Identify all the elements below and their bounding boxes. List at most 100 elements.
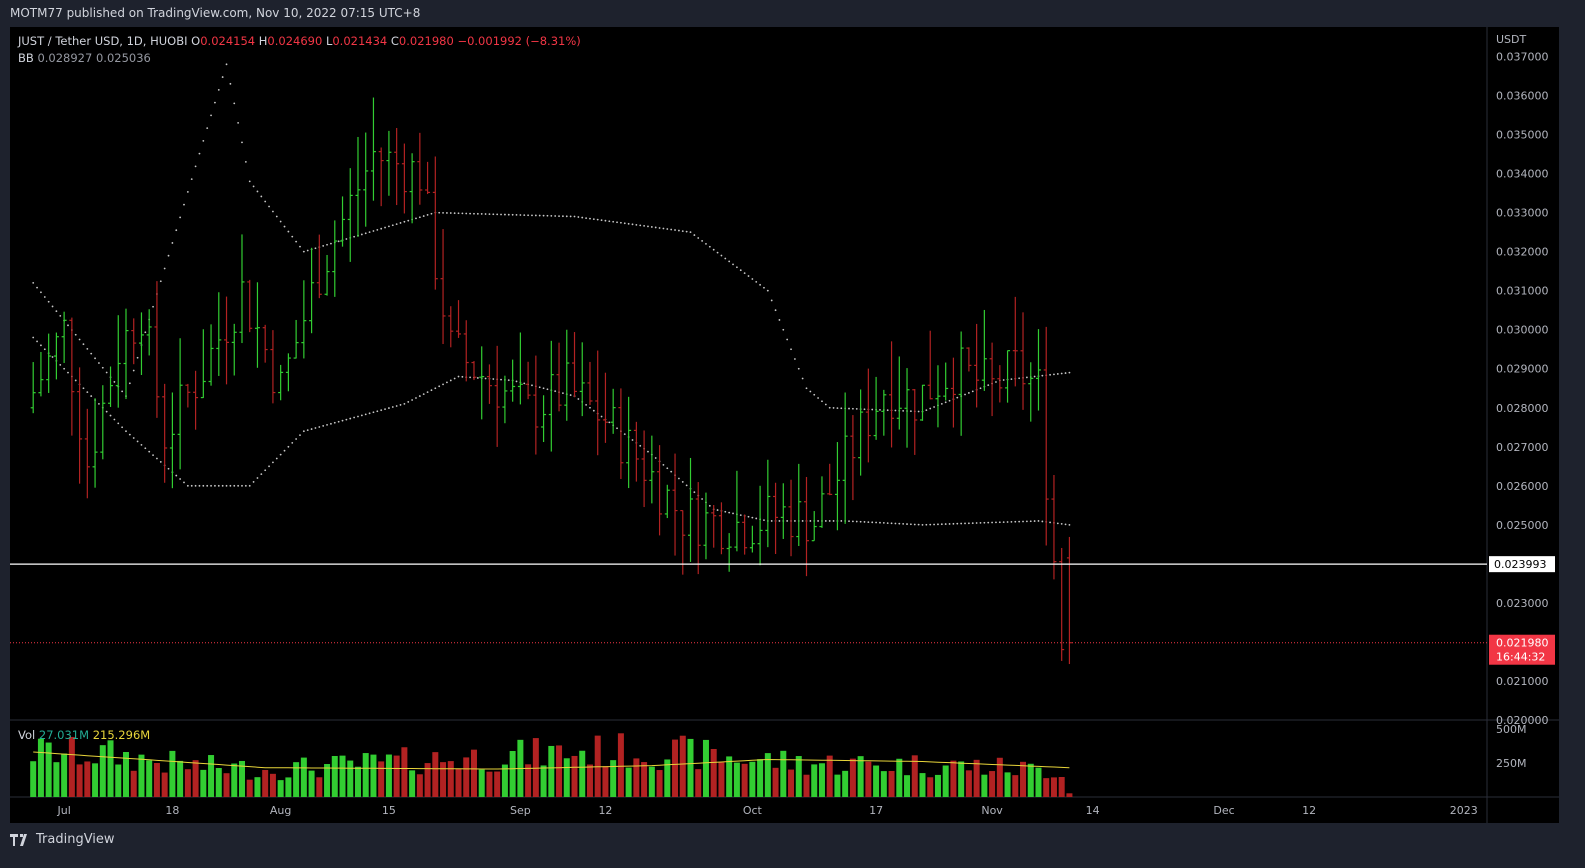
bb-lower-dot: [302, 430, 305, 433]
bb-lower-dot: [875, 521, 877, 524]
bb-lower-dot: [264, 469, 267, 472]
volume-bar: [834, 774, 841, 797]
volume-bar: [1050, 777, 1057, 797]
volume-bar: [1043, 778, 1050, 797]
volume-bar: [208, 755, 215, 797]
bb-lower-dot: [960, 522, 963, 525]
volume-bar: [401, 747, 408, 797]
bb-upper-dot: [376, 228, 379, 231]
bb-lower-dot: [82, 387, 85, 390]
bb-upper-dot: [175, 229, 178, 232]
bb-upper-dot: [422, 215, 425, 217]
volume-bar: [602, 766, 609, 797]
bb-lower-dot: [341, 419, 344, 422]
bb-upper-dot: [708, 245, 711, 248]
bb-upper-dot: [82, 343, 85, 346]
volume-bar: [811, 764, 818, 797]
bb-upper-dot: [442, 211, 444, 214]
bb-lower-dot: [260, 473, 263, 476]
bb-lower-dot: [345, 418, 348, 421]
bb-upper-dot: [678, 229, 680, 232]
volume-ma-line: [33, 751, 1070, 770]
volume-bar: [277, 780, 284, 797]
bb-lower-dot: [136, 440, 139, 443]
volume-bar: [130, 770, 137, 797]
bb-upper-dot: [654, 226, 657, 229]
bb-upper-dot: [167, 254, 170, 257]
bb-lower-dot: [422, 393, 425, 396]
bb-upper-dot: [430, 212, 433, 215]
bb-upper-dot: [720, 254, 723, 257]
bb-lower-dot: [442, 383, 444, 386]
bb-lower-dot: [330, 422, 332, 425]
bb-value-1: 0.028927: [37, 51, 93, 65]
bb-upper-dot: [105, 371, 108, 374]
bb-lower-dot: [933, 523, 935, 526]
bb-upper-dot: [198, 152, 201, 155]
bb-lower-dot: [283, 449, 286, 452]
footer-brand[interactable]: TradingView: [10, 832, 115, 847]
y-tick-label: 0.030000: [1496, 324, 1549, 337]
vol-value: 27.031M: [38, 728, 90, 742]
bb-lower-dot: [724, 510, 727, 513]
y-tick-label: 0.028000: [1496, 402, 1549, 415]
x-tick-label: Sep: [510, 804, 531, 817]
bb-upper-dot: [330, 242, 332, 245]
bb-lower-dot: [1025, 520, 1028, 523]
bb-lower-dot: [469, 376, 472, 379]
bb-lower-dot: [461, 375, 464, 378]
price-chart[interactable]: USDT 0.020000 0.021000 0.023000 0.025000 0.02…: [10, 27, 1559, 823]
bb-upper-dot: [291, 235, 294, 238]
bb-upper-dot: [476, 212, 479, 215]
bb-lower-dot: [430, 389, 433, 392]
y-tick-label: 0.035000: [1496, 129, 1549, 142]
bb-lower-dot: [368, 412, 371, 415]
bb-upper-dot: [128, 382, 131, 385]
symbol-name: JUST / Tether USD, 1D, HUOBI: [18, 34, 188, 48]
bb-lower-dot: [63, 367, 66, 370]
bb-lower-dot: [198, 484, 201, 487]
x-tick-label: Aug: [270, 804, 291, 817]
volume-bar: [1035, 767, 1042, 797]
high-label: H: [258, 34, 268, 48]
bb-upper-dot: [693, 234, 696, 236]
open-value: 0.024154: [200, 34, 256, 48]
bb-lower-dot: [546, 388, 549, 391]
bb-upper-dot: [538, 214, 541, 217]
volume-bar: [687, 738, 694, 797]
bb-upper-dot: [241, 141, 243, 144]
tradingview-logo-icon: [10, 833, 27, 846]
bb-upper-dot: [643, 224, 646, 227]
bb-upper-dot: [469, 212, 472, 215]
bb-lower-dot: [763, 519, 765, 522]
bb-upper-dot: [186, 191, 189, 193]
bb-upper-dot: [415, 217, 417, 220]
open-label: O: [191, 34, 201, 48]
bb-lower-dot: [453, 377, 456, 380]
bb-upper-dot: [550, 214, 553, 217]
bb-lower-dot: [109, 414, 112, 417]
bb-upper-dot: [268, 205, 270, 208]
bb-upper-dot: [840, 407, 843, 410]
bb-lower-dot: [90, 395, 93, 397]
bb-upper-dot: [797, 367, 800, 370]
bb-upper-dot: [569, 215, 572, 218]
bb-lower-dot: [770, 520, 773, 522]
bb-lower-dot: [399, 404, 402, 406]
bb-lower-dot: [132, 437, 135, 439]
bb-upper-dot: [832, 407, 835, 409]
bb-lower-dot: [863, 521, 866, 523]
chart-frame[interactable]: USDT 0.020000 0.021000 0.023000 0.025000 0.02…: [10, 27, 1559, 823]
bb-upper-dot: [152, 305, 154, 308]
bb-upper-dot: [755, 281, 758, 283]
bb-upper-dot: [546, 214, 549, 217]
bb-lower-dot: [1022, 520, 1024, 523]
volume-bar: [1020, 761, 1027, 797]
bb-upper-dot: [515, 214, 518, 216]
bb-lower-dot: [117, 422, 120, 425]
bb-upper-dot: [670, 228, 673, 231]
bb-upper-dot: [407, 219, 410, 222]
bb-lower-dot: [275, 457, 278, 460]
bb-upper-dot: [1056, 373, 1059, 375]
bb-upper-dot: [863, 408, 866, 411]
